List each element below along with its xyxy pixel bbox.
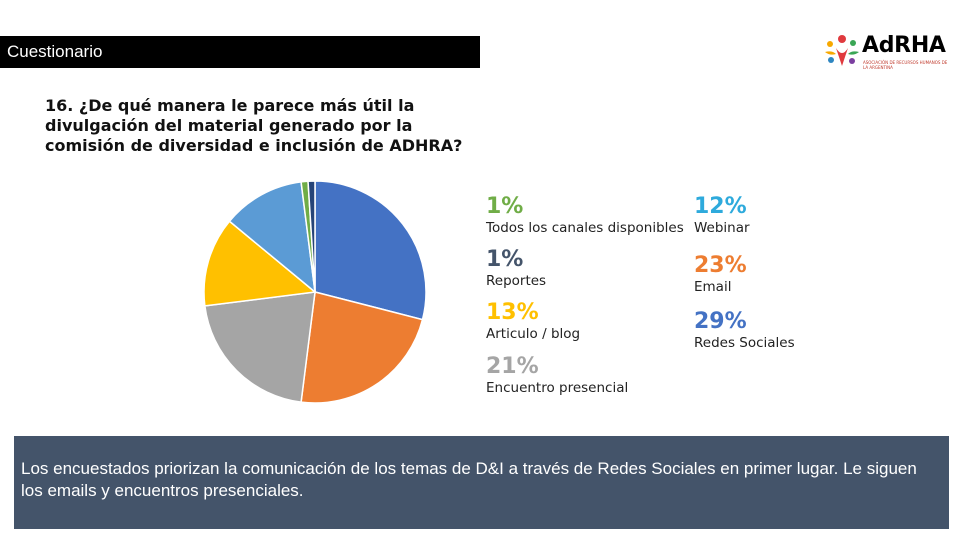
- logo-figure-head-orange: [827, 41, 833, 47]
- pie-slice-webinar: [228, 181, 316, 294]
- legend-item-encuentro: 21% Encuentro presencial: [486, 354, 628, 397]
- logo-figure-head-blue: [828, 57, 834, 63]
- logo-figure-body: [836, 48, 848, 66]
- legend-item-redes: 29% Redes Sociales: [694, 309, 795, 352]
- legend-pct-reportes: 1%: [486, 247, 524, 272]
- pie-slices: [203, 180, 427, 404]
- legend-pct-todos: 1%: [486, 194, 524, 219]
- summary-text: Los encuestados priorizan la comunicació…: [21, 459, 917, 500]
- logo-text: AdRHA: [862, 33, 946, 58]
- pie-slice-redes-sociales: [314, 180, 427, 321]
- pie-slice-email: [300, 291, 424, 404]
- question-text: 16. ¿De qué manera le parece más útil la…: [45, 96, 463, 155]
- legend-item-webinar: 12% Webinar: [694, 194, 750, 237]
- legend-pct-encuentro: 21%: [486, 354, 539, 379]
- legend-label-articulo: Articulo / blog: [486, 326, 581, 342]
- legend-pct-redes: 29%: [694, 309, 747, 334]
- pie-slice-encuentro-presencial: [204, 291, 316, 403]
- legend-label-reportes: Reportes: [486, 273, 547, 289]
- legend-pct-articulo: 13%: [486, 300, 539, 325]
- section-header: Cuestionario: [0, 36, 480, 68]
- logo-subtitle: ASOCIACIÓN DE RECURSOS HUMANOS DE LA ARG…: [863, 60, 948, 70]
- legend-pct-webinar: 12%: [694, 194, 747, 219]
- logo-figures-icon: [825, 35, 859, 66]
- section-title: Cuestionario: [7, 42, 103, 61]
- legend-item-reportes: 1% Reportes: [486, 247, 546, 290]
- pie-slice-reportes: [307, 180, 316, 293]
- summary-box: Los encuestados priorizan la comunicació…: [14, 436, 949, 529]
- legend-label-email: Email: [694, 279, 732, 295]
- legend-label-redes: Redes Sociales: [694, 335, 795, 351]
- logo-figure-head-purple: [849, 58, 855, 64]
- legend-item-articulo: 13% Articulo / blog: [486, 300, 580, 343]
- legend-label-webinar: Webinar: [694, 220, 750, 236]
- logo-figure-head-red: [838, 35, 846, 43]
- legend-label-todos: Todos los canales disponibles: [486, 220, 684, 236]
- logo-figure-arm-left: [825, 51, 836, 55]
- legend-item-email: 23% Email: [694, 253, 747, 296]
- legend-pct-email: 23%: [694, 253, 747, 278]
- legend-item-todos: 1% Todos los canales disponibles: [486, 194, 684, 237]
- legend-label-encuentro: Encuentro presencial: [486, 380, 629, 396]
- pie-slice-articulo-blog: [203, 220, 317, 307]
- adrha-logo: AdRHA ASOCIACIÓN DE RECURSOS HUMANOS DE …: [822, 30, 960, 74]
- logo-figure-head-green: [850, 40, 856, 46]
- logo-figure-arm-right: [848, 51, 859, 55]
